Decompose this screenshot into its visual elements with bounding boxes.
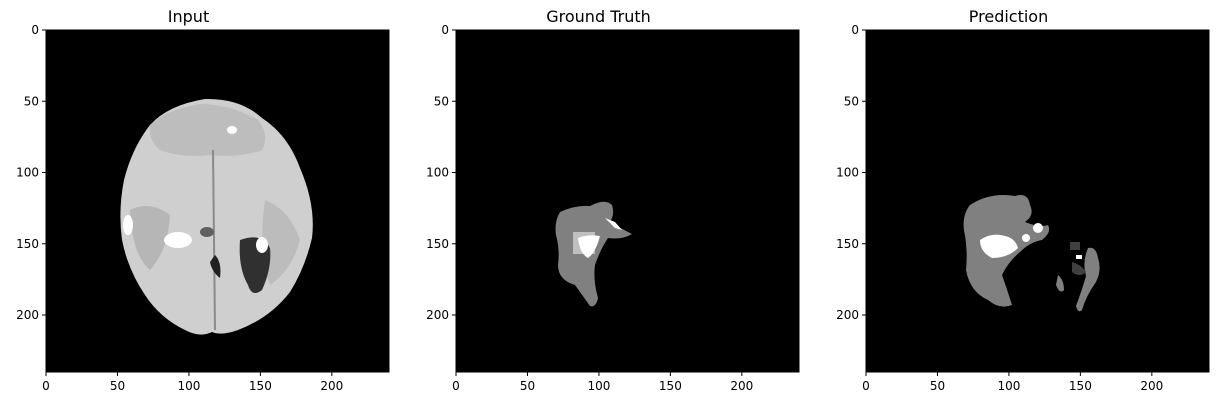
y-tick-label: 100 bbox=[16, 166, 39, 180]
dark-spot bbox=[200, 227, 214, 237]
y-tick-label: 50 bbox=[24, 94, 39, 108]
panel-title-prediction: Prediction bbox=[968, 7, 1049, 26]
bright-spot bbox=[227, 126, 237, 134]
x-tick-label: 150 bbox=[249, 379, 272, 393]
edema-spot bbox=[1056, 275, 1064, 292]
y-tick-label: 100 bbox=[836, 166, 859, 180]
y-tick-label: 200 bbox=[16, 308, 39, 322]
prediction-mask bbox=[963, 195, 1100, 312]
y-tick-label: 150 bbox=[16, 237, 39, 251]
y-tick-label: 200 bbox=[836, 308, 859, 322]
x-tick-label: 50 bbox=[520, 379, 535, 393]
panel-title-ground-truth: Ground Truth bbox=[546, 7, 651, 26]
x-tick-label: 100 bbox=[997, 379, 1020, 393]
enhancing-region bbox=[578, 235, 600, 258]
edema-region-right bbox=[1076, 247, 1100, 312]
y-tick-label: 50 bbox=[434, 94, 449, 108]
image-background bbox=[866, 30, 1209, 372]
x-tick-label: 100 bbox=[587, 379, 610, 393]
y-ticks: 0 50 100 150 200 bbox=[16, 23, 46, 322]
x-tick-label: 200 bbox=[1140, 379, 1163, 393]
x-ticks: 0 50 100 150 200 bbox=[452, 372, 753, 393]
panel-title-input: Input bbox=[167, 7, 210, 26]
y-tick-label: 0 bbox=[31, 23, 39, 37]
y-tick-label: 200 bbox=[426, 308, 449, 322]
enhancing-spot bbox=[1076, 255, 1082, 259]
enhancing-spot bbox=[1022, 234, 1030, 242]
y-tick-label: 150 bbox=[426, 237, 449, 251]
enhancing-spot bbox=[1033, 223, 1043, 233]
y-tick-label: 150 bbox=[836, 237, 859, 251]
x-tick-label: 150 bbox=[659, 379, 682, 393]
ground-truth-mask bbox=[555, 201, 632, 307]
enhancing-spot bbox=[605, 218, 622, 230]
bright-lesion bbox=[164, 232, 192, 248]
x-ticks: 0 50 100 150 200 bbox=[42, 372, 343, 393]
enhancing-region bbox=[980, 234, 1018, 258]
axes-frame bbox=[45, 29, 390, 373]
x-tick-label: 200 bbox=[320, 379, 343, 393]
y-tick-label: 0 bbox=[851, 23, 859, 37]
bright-spot bbox=[256, 237, 268, 253]
y-ticks: 0 50 100 150 200 bbox=[426, 23, 456, 322]
brain-image bbox=[120, 98, 313, 335]
brain-frontal bbox=[149, 104, 266, 156]
axes-prediction: 0 50 100 150 200 0 50 100 150 200 bbox=[836, 23, 1210, 393]
axes-ground-truth: 0 50 100 150 200 0 50 100 150 200 bbox=[426, 23, 800, 393]
ventricle-left bbox=[210, 255, 221, 278]
panel-input: Input 0 50 100 150 200 0 bbox=[0, 0, 400, 407]
x-tick-label: 150 bbox=[1069, 379, 1092, 393]
brain-region bbox=[262, 200, 300, 285]
x-tick-label: 50 bbox=[930, 379, 945, 393]
image-background bbox=[456, 30, 799, 372]
necrotic-region bbox=[1070, 242, 1080, 250]
panel-prediction: Prediction 0 50 100 150 200 0 50 100 150 200 bbox=[820, 0, 1220, 407]
bright-spot bbox=[123, 215, 133, 235]
x-tick-label: 0 bbox=[862, 379, 870, 393]
brain-region bbox=[130, 206, 170, 270]
axes-frame bbox=[865, 29, 1210, 373]
x-tick-label: 50 bbox=[110, 379, 125, 393]
necrotic-spot bbox=[1072, 262, 1086, 275]
x-tick-label: 0 bbox=[42, 379, 50, 393]
edema-region bbox=[555, 201, 632, 307]
x-tick-label: 100 bbox=[177, 379, 200, 393]
y-tick-label: 50 bbox=[844, 94, 859, 108]
y-tick-label: 0 bbox=[441, 23, 449, 37]
y-tick-label: 100 bbox=[426, 166, 449, 180]
panel-ground-truth: Ground Truth 0 50 100 150 200 0 50 100 150 200 bbox=[410, 0, 810, 407]
midline bbox=[212, 149, 216, 331]
y-ticks: 0 50 100 150 200 bbox=[836, 23, 866, 322]
axes-frame bbox=[455, 29, 800, 373]
x-tick-label: 0 bbox=[452, 379, 460, 393]
x-ticks: 0 50 100 150 200 bbox=[862, 372, 1163, 393]
axes-input: 0 50 100 150 200 0 50 100 150 200 bbox=[16, 23, 390, 393]
x-tick-label: 200 bbox=[730, 379, 753, 393]
